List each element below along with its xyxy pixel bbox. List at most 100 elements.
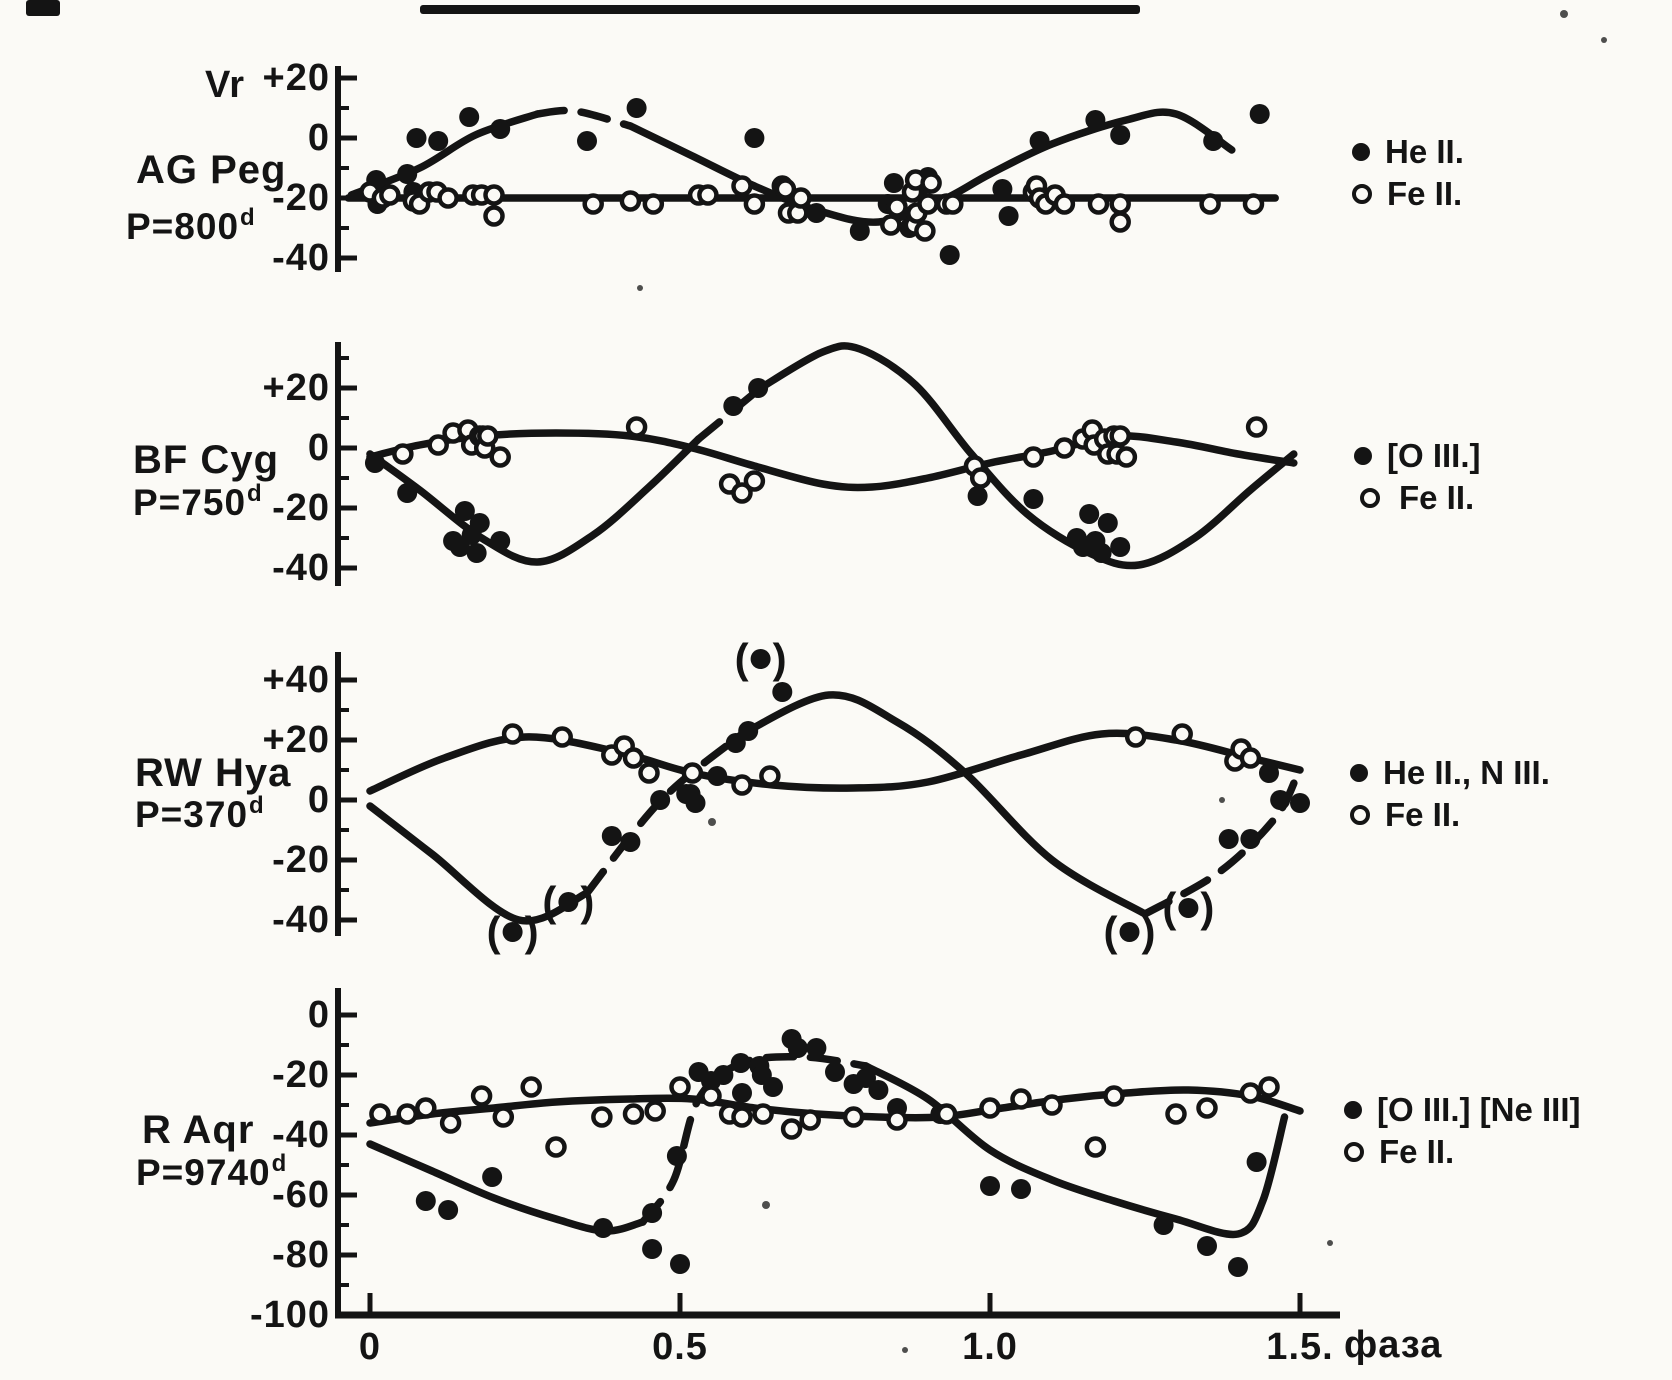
legend-label: Fe II. [1387,175,1463,212]
data-point-filled [713,1065,734,1085]
legend-label: Fe II. [1399,479,1475,516]
-o-iii-fit-curve [366,435,703,566]
data-point-filled [459,107,480,127]
data-point-filled [1246,1152,1267,1172]
scan-speck [762,1201,770,1209]
data-point-filled [748,378,769,398]
panel-title-rw-hya: RW Hya [135,751,292,795]
period-value: P=370 [135,794,249,835]
data-point-open [1171,723,1193,745]
legend-label: Fe II. [1379,1133,1455,1170]
data-point-open [622,1103,645,1125]
uncertainty-parenthesis: ) [580,878,594,925]
data-point-filled [723,396,744,416]
scan-artifact [26,0,60,16]
data-point-open [1109,211,1131,233]
data-point-filled [849,221,870,241]
y-tick-label: -40 [272,547,330,589]
data-point-filled [1023,489,1044,509]
data-point-open [437,187,459,209]
data-point-open [920,172,942,194]
data-point-open [545,1136,567,1158]
y-tick-label: 0 [307,779,330,821]
uncertainty-parenthesis: ) [525,908,539,955]
data-point-open [439,1112,462,1134]
y-tick-label: +40 [262,659,330,701]
data-point-filled [1197,1236,1217,1256]
data-point-open [743,470,766,492]
data-point-open [731,1106,753,1128]
period-superscript: d [240,204,256,231]
data-point-open [1109,425,1131,447]
data-point-filled [967,486,988,506]
-o-iii-ne-iii-fit-curve [366,1140,647,1235]
data-point-uncertain [502,922,523,942]
y-tick-label: -40 [272,899,330,941]
period-value: P=800 [126,206,240,247]
y-tick-label: +20 [262,719,330,761]
legend-r-aqr: [O III.] [Ne III] Fe II. [1344,1089,1581,1173]
uncertainty-parenthesis: ( [1162,884,1176,931]
data-point-filled [725,733,746,753]
data-point-open [638,762,660,784]
data-point-open [477,425,499,447]
data-point-open [520,1076,542,1098]
panel-title-bf-cyg: BF Cyg [133,438,279,482]
legend-label: [O III.] [1387,437,1481,474]
he-ii-fit-curve [533,106,635,130]
data-point-open [619,190,642,212]
data-point-filled [593,1218,614,1238]
x-axis-title: фаза [1344,1324,1443,1366]
data-point-open [1115,446,1138,468]
data-point-open [415,1097,437,1119]
data-point-open [886,1109,908,1131]
data-point-open [697,184,719,206]
data-point-open [799,1109,821,1131]
data-point-open [1084,1136,1107,1158]
data-point-filled [732,1083,752,1103]
data-point-open [1087,193,1110,215]
scan-speck [708,818,716,826]
data-point-filled [744,128,765,148]
uncertainty-parenthesis: ) [1142,908,1156,955]
data-point-open [681,762,704,784]
he-ii-n-iii-fit-curve [738,691,1149,918]
legend-label: He II., N III. [1383,754,1550,791]
data-point-open [1239,747,1262,769]
-o-iii-fit-curve [694,384,765,443]
data-point-open [669,1076,691,1098]
data-point-open [644,1100,666,1122]
open-dot-icon [1344,1142,1364,1162]
legend-entry: [O III.] [1354,435,1481,477]
data-point-filled [1203,131,1224,151]
data-point-open [392,443,414,465]
period-superscript: d [247,480,263,507]
open-dot-icon [1360,488,1380,508]
he-ii-n-iii-fit-curve [366,802,591,925]
panel-title-ag-peg: AG Peg [136,148,287,192]
data-point-open [483,184,505,206]
data-point-open [1022,446,1045,468]
legend-ag-peg: He II. Fe II. [1352,131,1464,215]
data-point-filled [1097,513,1118,533]
data-point-open [591,1106,613,1128]
data-point-filled [428,131,449,151]
legend-entry: Fe II. [1350,794,1550,836]
legend-entry: Fe II. [1344,1131,1581,1173]
data-point-filled [620,832,641,852]
y-tick-label: -40 [272,1114,330,1156]
data-point-filled [1110,125,1131,145]
data-point-filled [998,206,1019,226]
scan-speck [1601,37,1607,43]
data-point-filled [490,119,511,139]
open-dot-icon [1352,184,1372,204]
data-point-filled [626,98,647,118]
legend-entry: [O III.] [Ne III] [1344,1089,1581,1131]
data-point-filled [806,1038,827,1058]
filled-dot-icon [1352,143,1370,161]
data-point-uncertain [1119,922,1140,942]
scan-speck [902,1347,908,1353]
data-point-open [1258,1076,1280,1098]
period-value: P=750 [133,482,247,523]
data-point-open [1109,193,1131,215]
